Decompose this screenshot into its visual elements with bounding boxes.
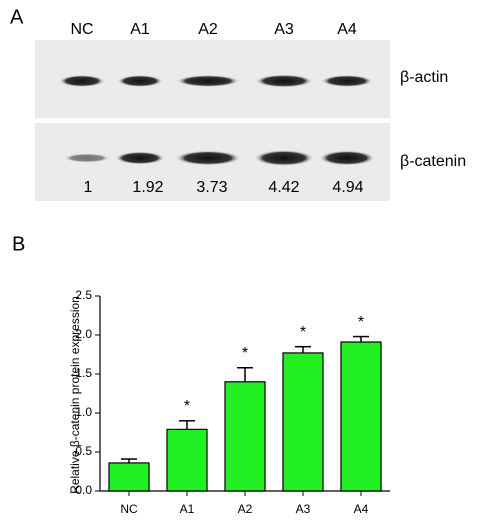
y-tick-label: 1.0	[75, 405, 92, 419]
bar	[166, 428, 208, 492]
band	[319, 150, 375, 166]
y-tick-label: 1.5	[75, 366, 92, 380]
y-tick-label: 2.5	[75, 288, 92, 302]
y-axis-label: Relative β-catenin protein expression	[68, 296, 82, 494]
band	[175, 150, 241, 166]
row-label: β-catenin	[400, 153, 466, 170]
band	[254, 150, 314, 166]
band	[64, 153, 110, 163]
x-tick-label: A2	[238, 502, 253, 516]
x-tick-label: A1	[180, 502, 195, 516]
lane-label: A1	[130, 21, 150, 38]
blot-panel: NC 1 A1 1.92 A2 3.73 A3 4.42 A4 4.94 β-actin β-cate…	[59, 21, 466, 196]
band	[255, 74, 313, 88]
ratio-label: 1	[84, 179, 93, 196]
x-tick-label: A3	[296, 502, 311, 516]
chart: 0.0 0.5 1.0 1.5 2.0 2.5 NC A1 * A2 * A3 * A4 *	[75, 288, 390, 516]
y-tick-label: 0.5	[75, 444, 92, 458]
bar	[224, 381, 266, 492]
significance-mark: *	[358, 314, 364, 331]
y-tick-label: 2.0	[75, 327, 92, 341]
row-label: β-actin	[400, 69, 448, 86]
ratio-label: 3.73	[196, 179, 227, 196]
lane-label: A3	[274, 21, 294, 38]
x-tick-label: NC	[120, 502, 138, 516]
band	[321, 75, 373, 87]
bar	[108, 462, 150, 492]
significance-mark: *	[184, 398, 190, 415]
ratio-label: 4.42	[268, 179, 299, 196]
ratio-label: 4.94	[332, 179, 363, 196]
band	[115, 151, 165, 165]
significance-mark: *	[242, 345, 248, 362]
panel-label: B	[12, 233, 25, 255]
bar	[282, 352, 324, 492]
y-tick-label: 0.0	[75, 483, 92, 497]
significance-mark: *	[300, 324, 306, 341]
lane-label: A4	[337, 21, 357, 38]
bar	[340, 341, 382, 492]
panel-label: A	[10, 6, 24, 28]
band	[59, 75, 105, 87]
band	[117, 75, 163, 87]
ratio-label: 1.92	[132, 179, 163, 196]
lane-label: NC	[70, 21, 93, 38]
band	[176, 75, 240, 87]
lane-label: A2	[198, 21, 218, 38]
x-tick-label: A4	[354, 502, 369, 516]
